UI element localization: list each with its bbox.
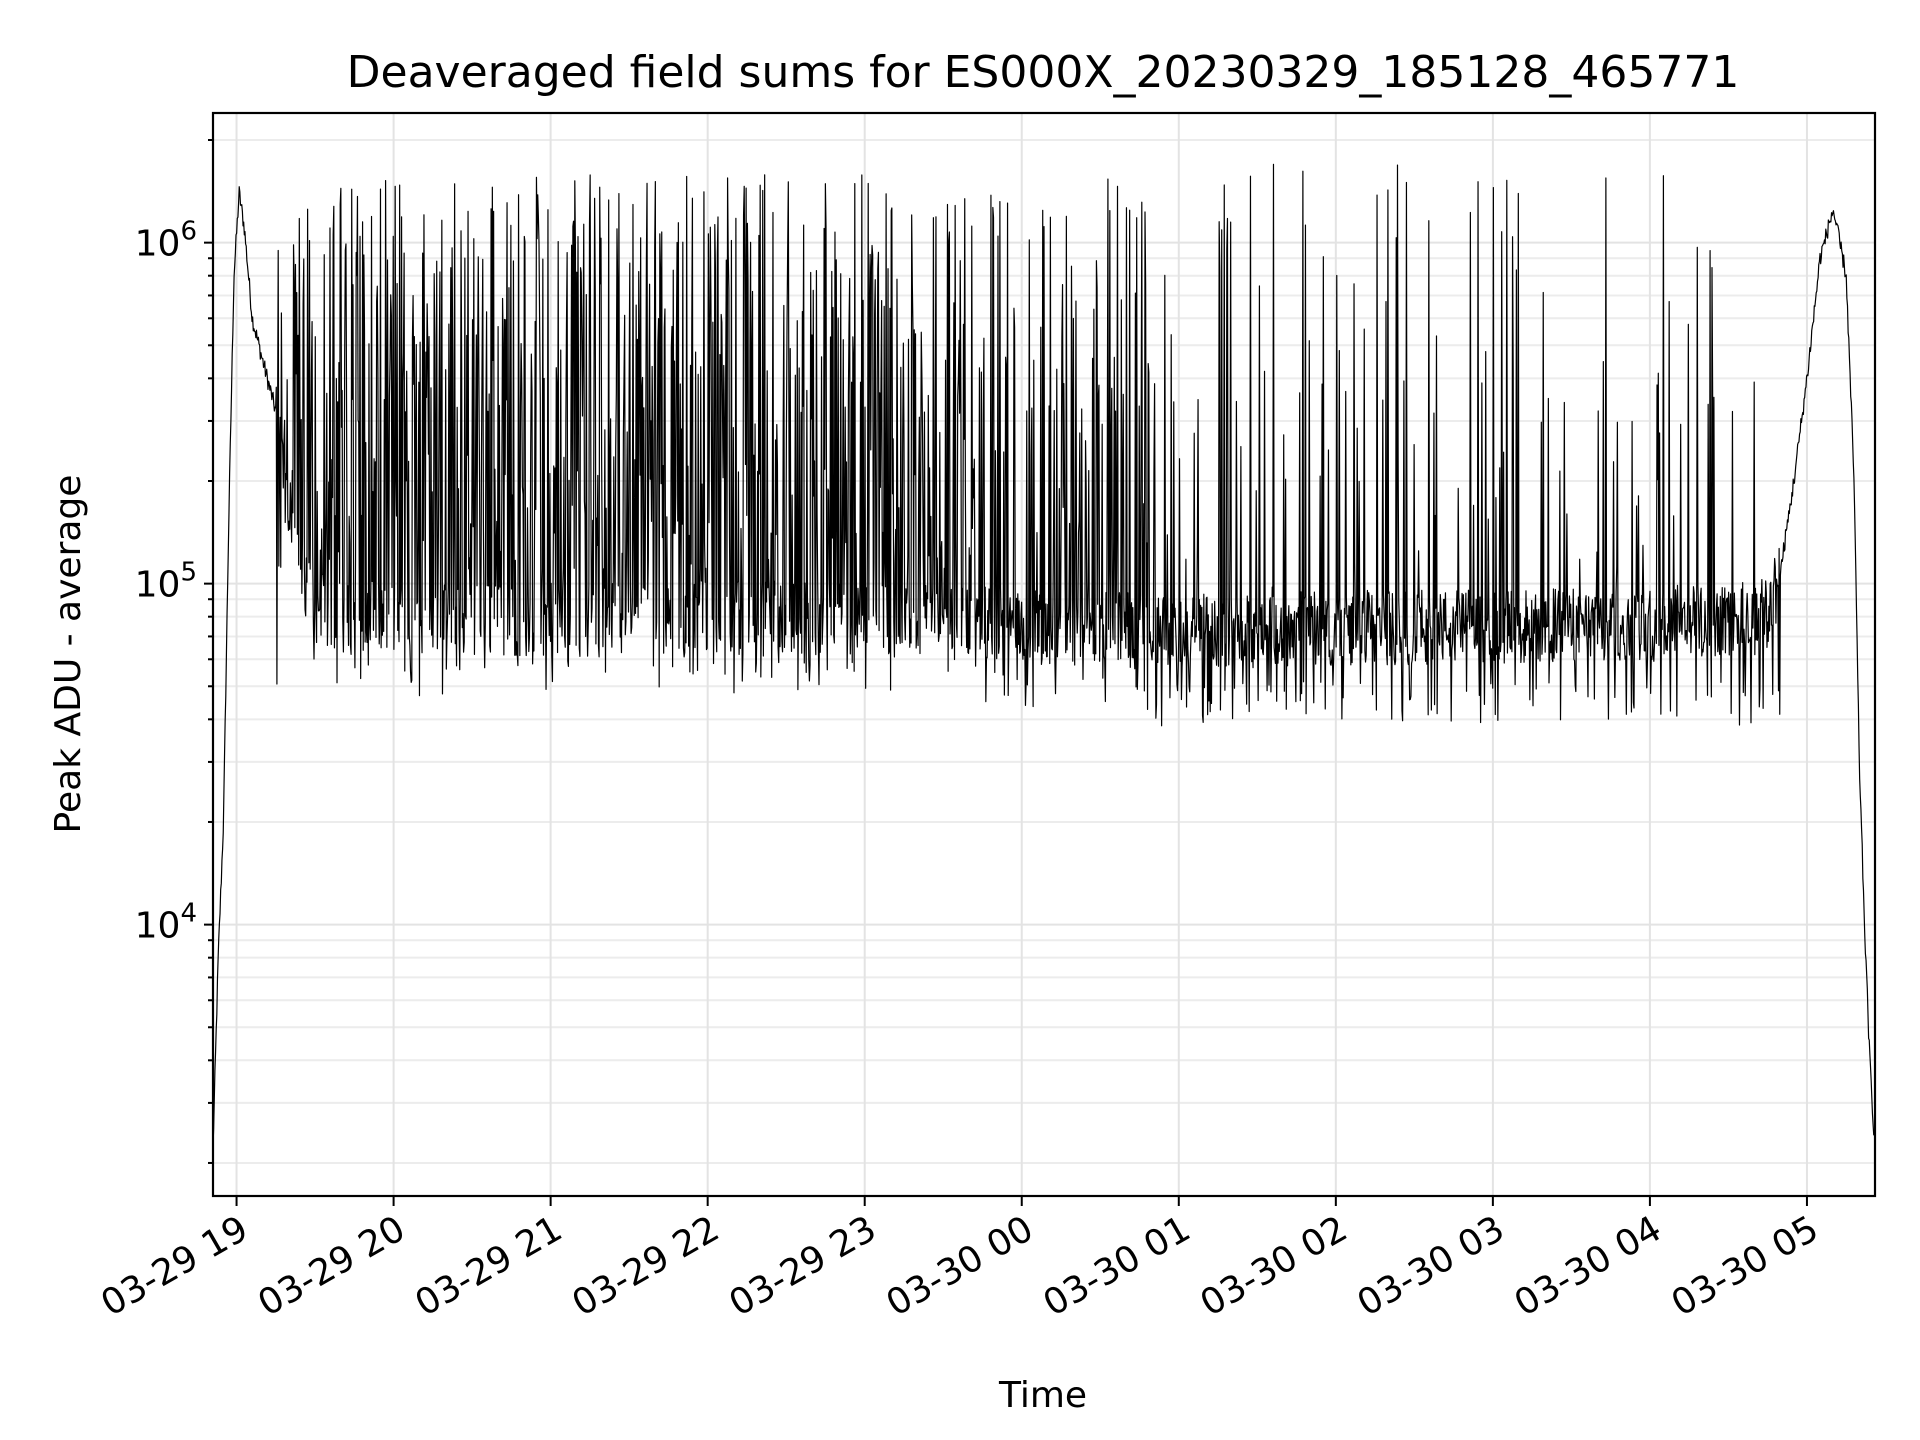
y-tick-base: 10 [135,906,181,947]
y-tick-base: 10 [135,565,181,606]
y-tick-exponent: 6 [180,217,197,247]
y-axis-label: Peak ADU - average [48,475,89,834]
chart-title: Deaveraged field sums for ES000X_2023032… [347,47,1740,98]
y-tick-label: 106 [135,217,197,265]
x-tick-label: 03-30 05 [1665,1208,1826,1324]
y-tick-exponent: 4 [180,899,197,929]
y-tick-label: 105 [135,558,197,606]
x-tick-label: 03-29 22 [565,1208,726,1324]
x-tick-label: 03-30 02 [1194,1208,1355,1324]
x-tick-label: 03-30 00 [880,1208,1041,1324]
plot-frame [211,111,1877,1198]
x-tick-label: 03-30 03 [1351,1208,1512,1324]
x-tick-label: 03-30 01 [1037,1208,1198,1324]
y-tick-base: 10 [135,224,181,265]
y-tick-label: 104 [135,899,197,947]
x-tick-label: 03-29 23 [723,1208,884,1324]
x-tick-label: 03-30 04 [1508,1208,1669,1324]
x-axis-label: Time [998,1375,1087,1416]
series-line [212,163,1875,1147]
y-tick-exponent: 5 [180,558,197,588]
series-group [212,163,1875,1147]
x-tick-label: 03-29 20 [251,1208,412,1324]
x-tick-label: 03-29 19 [94,1208,255,1324]
x-tick-label: 03-29 21 [408,1208,569,1324]
